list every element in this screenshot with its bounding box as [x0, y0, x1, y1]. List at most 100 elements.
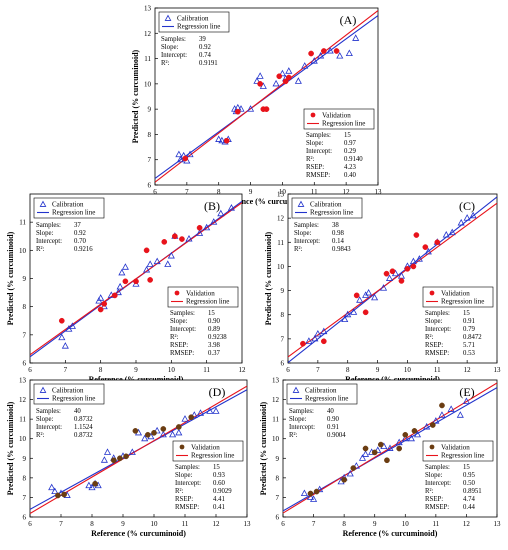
- validation-stat-value-3-0: 15: [213, 464, 220, 471]
- calibration-stat-name-4-2: Intercept:: [289, 424, 315, 431]
- validation-stat-name-2-2: Intercept:: [425, 326, 451, 333]
- calibration-stat-value-3-3: 0.8732: [74, 432, 93, 439]
- validation-legend-label-0: Validation: [322, 112, 351, 120]
- validation-point-1-11: [196, 224, 203, 231]
- validation-stat-name-3-1: Slope:: [175, 472, 192, 479]
- calibration-stat-value-2-2: 0.14: [332, 238, 344, 245]
- x-tick-label-1-6: 12: [239, 366, 247, 374]
- calibration-stat-name-1-1: Slope:: [36, 230, 53, 237]
- x-tick-label-1-3: 9: [134, 366, 138, 374]
- validation-point-1-9: [172, 233, 178, 240]
- validation-stat-name-0-4: RSEP:: [306, 164, 324, 171]
- validation-point-4-3: [350, 465, 357, 471]
- validation-point-3-7: [144, 431, 151, 438]
- validation-point-2-8: [410, 263, 417, 270]
- x-tick-label-2-5: 11: [434, 366, 441, 374]
- points-2: [300, 211, 477, 347]
- calibration-stat-name-0-0: Samples:: [161, 36, 186, 43]
- validation-point-0-7: [282, 78, 289, 85]
- calibration-point-2-5: [344, 310, 352, 318]
- calibration-stat-value-3-2: 1.1524: [74, 424, 93, 431]
- validation-stat-value-4-5: 0.44: [463, 504, 475, 511]
- x-tick-label-4-4: 10: [402, 520, 410, 528]
- validation-stat-value-1-1: 0.90: [208, 318, 220, 325]
- calibration-point-4-2: [310, 495, 318, 502]
- calibration-legend-box-2: [291, 197, 363, 219]
- validation-stat-name-0-0: Samples:: [306, 132, 331, 139]
- y-tick-label-2-3: 9: [281, 287, 285, 295]
- calibration-point-4-9: [361, 450, 370, 457]
- calibration-point-3-18: [169, 430, 177, 438]
- validation-legend-marker-4: [429, 444, 435, 450]
- calibration-point-4-7: [352, 462, 360, 469]
- validation-stat-value-0-4: 4.23: [344, 164, 356, 171]
- x-tick-label-3-4: 10: [151, 520, 159, 528]
- validation-legend-line-label-3: Regression line: [191, 452, 234, 460]
- points-0: [175, 34, 360, 164]
- calibration-stat-value-0-0: 39: [199, 36, 206, 43]
- calibration-legend-label-1: Calibration: [52, 201, 84, 209]
- calibration-point-4-21: [447, 405, 455, 412]
- validation-point-0-8: [285, 74, 292, 81]
- y-tick-label-0-4: 10: [144, 80, 152, 88]
- calibration-stat-name-1-2: Intercept:: [36, 238, 62, 245]
- calibration-point-3-4: [85, 481, 93, 489]
- validation-legend-marker-2: [429, 290, 435, 296]
- validation-point-0-6: [276, 73, 283, 80]
- points-3: [48, 407, 220, 499]
- validation-regression-line-3: [30, 385, 247, 514]
- x-tick-label-1-4: 10: [168, 366, 176, 374]
- validation-stat-value-2-4: 5.71: [463, 342, 475, 349]
- validation-stat-value-4-1: 0.95: [463, 472, 475, 479]
- panel-3: 6 7 8 9 10 11 12 13 6 7 8 9 10 11 12 13 Reference (% cur…: [6, 377, 251, 539]
- calibration-legend-box-0: [158, 11, 230, 33]
- validation-point-1-6: [143, 247, 150, 254]
- calibration-point-0-18: [278, 69, 286, 77]
- calibration-legend-box-4: [286, 383, 358, 405]
- validation-legend-box-2: [422, 286, 494, 308]
- validation-point-2-3: [362, 309, 369, 316]
- calibration-point-0-5: [215, 135, 223, 142]
- validation-stat-value-3-4: 4.41: [213, 496, 225, 503]
- calibration-stat-name-3-3: R²:: [36, 432, 45, 439]
- validation-stat-value-0-2: 0.29: [344, 148, 356, 155]
- y-tick-label-2-2: 8: [281, 311, 285, 319]
- calibration-point-0-27: [345, 49, 353, 56]
- validation-legend-marker-0: [310, 112, 316, 118]
- calibration-stat-value-1-2: 0.70: [74, 238, 86, 245]
- calibration-point-2-22: [457, 218, 465, 226]
- calibration-point-2-6: [350, 308, 358, 315]
- calibration-point-2-1: [311, 334, 319, 342]
- y-axis-label-3: Predicted (% curcuminoid): [6, 401, 15, 495]
- calibration-point-3-14: [141, 434, 149, 442]
- y-tick-label-3-3: 9: [23, 455, 27, 463]
- validation-legend-label-2: Validation: [441, 290, 470, 298]
- validation-point-4-11: [429, 422, 436, 428]
- validation-stat-name-1-3: R²:: [170, 334, 179, 341]
- calibration-point-3-16: [153, 426, 161, 434]
- y-tick-label-3-6: 12: [19, 396, 27, 404]
- calibration-point-2-24: [469, 211, 477, 219]
- calibration-stat-name-4-1: Slope:: [289, 416, 306, 423]
- validation-stat-name-1-1: Slope:: [170, 318, 187, 325]
- x-tick-label-3-7: 13: [244, 520, 252, 528]
- calibration-point-1-8: [114, 288, 122, 296]
- validation-point-4-0: [307, 490, 314, 497]
- validation-stat-value-0-1: 0.97: [344, 140, 356, 147]
- validation-stat-name-1-0: Samples:: [170, 310, 195, 317]
- y-tick-label-2-4: 10: [277, 263, 285, 271]
- y-tick-label-3-7: 13: [19, 377, 27, 385]
- validation-point-2-7: [404, 265, 411, 272]
- calibration-legend-marker-3: [39, 386, 47, 393]
- validation-point-3-2: [92, 480, 98, 487]
- validation-legend-marker-3: [179, 444, 185, 450]
- calibration-point-4-14: [395, 438, 403, 446]
- validation-point-1-7: [147, 277, 153, 283]
- validation-stat-name-4-3: R²:: [425, 488, 434, 495]
- validation-point-2-6: [398, 278, 405, 284]
- calibration-point-4-13: [386, 444, 394, 451]
- validation-point-1-0: [58, 317, 65, 324]
- y-tick-label-3-0: 6: [23, 514, 27, 522]
- calibration-point-3-24: [212, 407, 220, 414]
